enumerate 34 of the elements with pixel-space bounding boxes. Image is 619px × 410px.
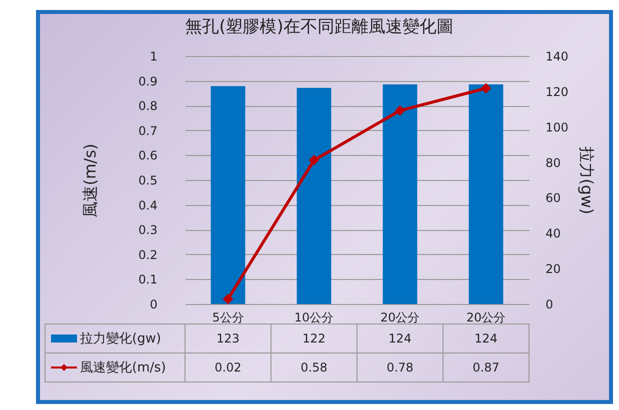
y2-tick-label: 60 [546,191,561,206]
data-label: 0.58 [300,360,328,374]
y-tick-label: 1 [150,50,158,64]
data-label: 123 [216,332,240,346]
x-tick-label: 10公分 [294,310,334,324]
y2-tick-label: 40 [546,226,561,241]
y2-tick-label: 120 [546,84,568,99]
data-label: 0.02 [214,360,242,374]
data-label: 0.78 [386,360,414,374]
x-tick-label: 20公分 [380,310,420,324]
legend-label: 拉力變化(gw) [80,332,162,346]
y-tick-label: 0.6 [138,148,158,163]
x-tick-label: 5公分 [212,310,244,324]
y-tick-label: 0.4 [138,198,158,212]
y-tick-label: 0 [150,298,158,312]
data-label: 124 [474,332,498,346]
y2-tick-label: 80 [546,156,561,170]
data-label: 122 [302,332,326,346]
y-tick-label: 0.1 [138,272,158,287]
data-label: 0.87 [472,360,500,374]
y-axis-title: 風速(m/s) [80,144,100,218]
y-tick-label: 0.2 [138,248,158,262]
y-tick-label: 0.5 [138,174,158,188]
y-tick-label: 0.8 [138,99,158,114]
legend-label: 風速變化(m/s) [80,360,166,376]
y2-tick-label: 100 [546,120,568,134]
y-tick-label: 0.9 [138,74,158,88]
y2-tick-label: 20 [546,262,561,276]
y2-tick-label: 0 [546,298,554,312]
y-tick-label: 0.7 [138,124,158,138]
y2-tick-label: 140 [546,50,568,64]
y-tick-label: 0.3 [138,223,158,238]
data-label: 124 [388,332,412,346]
x-tick-label: 20公分 [466,310,506,324]
